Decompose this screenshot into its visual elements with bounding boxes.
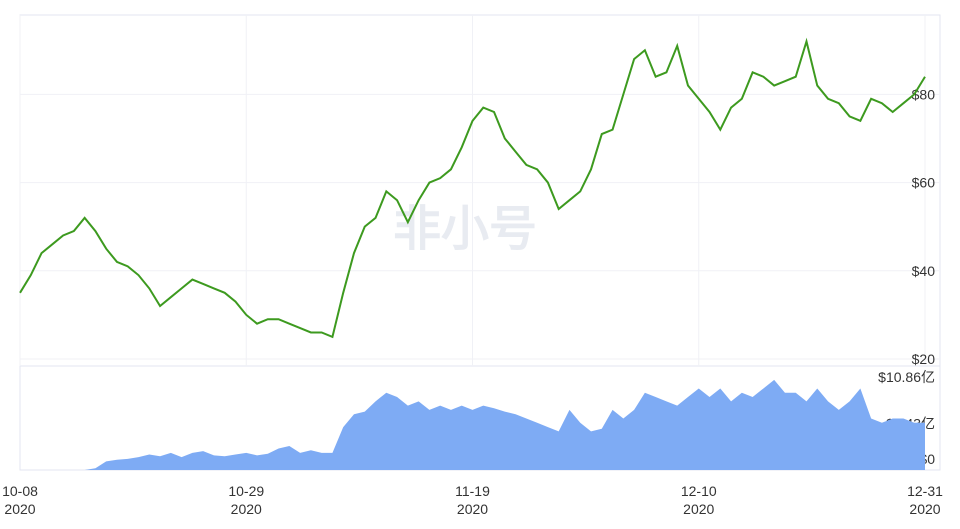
y-tick-label: $60 xyxy=(912,175,936,191)
x-tick-label: 10-08 xyxy=(2,483,38,499)
price-line xyxy=(19,37,926,339)
y-tick-label: $40 xyxy=(912,263,936,279)
y2-tick-label: $10.86亿 xyxy=(878,369,935,385)
x-tick-label: 10-29 xyxy=(228,483,264,499)
x-tick-year: 2020 xyxy=(909,501,940,517)
y-tick-label: $20 xyxy=(912,351,936,367)
x-tick-label: 11-19 xyxy=(455,483,490,499)
x-tick-year: 2020 xyxy=(683,501,714,517)
watermark: 非小号 xyxy=(393,203,537,256)
x-tick-year: 2020 xyxy=(4,501,35,517)
x-tick-year: 2020 xyxy=(457,501,488,517)
volume-area xyxy=(20,379,925,470)
x-tick-label: 12-10 xyxy=(681,483,717,499)
x-tick-label: 12-31 xyxy=(907,483,943,499)
x-tick-year: 2020 xyxy=(231,501,262,517)
